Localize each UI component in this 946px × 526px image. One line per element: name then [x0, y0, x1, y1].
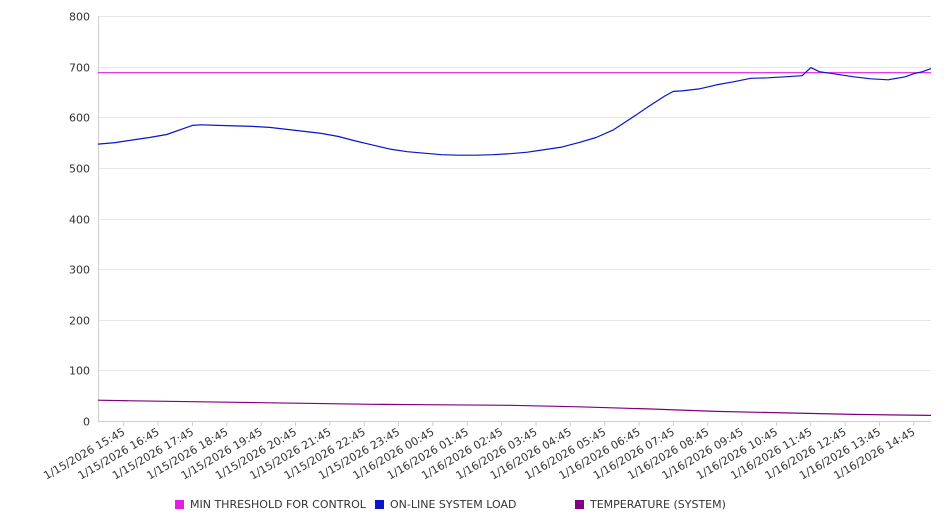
- gridlines: [98, 16, 931, 371]
- y-axis-tick-labels: 0 100 200 300 400 500 600 700 800: [69, 11, 90, 429]
- series-line-3: [97, 399, 932, 416]
- y-tick-label: 500: [69, 163, 90, 176]
- x-axis-tick-labels: 1/15/2026 15:451/15/2026 16:451/15/2026 …: [41, 425, 917, 482]
- legend-label: ON-LINE SYSTEM LOAD: [390, 498, 517, 511]
- y-tick-label: 100: [69, 365, 90, 378]
- legend-swatch: [375, 500, 384, 509]
- legend-label: TEMPERATURE (SYSTEM): [590, 498, 726, 511]
- legend: MIN THRESHOLD FOR CONTROL ON-LINE SYSTEM …: [0, 498, 946, 514]
- series-line-2: [97, 66, 932, 156]
- y-tick-label: 300: [69, 264, 90, 277]
- y-tick-label: 700: [69, 62, 90, 75]
- chart-canvas: 0 100 200 300 400 500 600 700 800 1/15/2026 15:4…: [41, 11, 932, 482]
- series-lines: [97, 66, 932, 416]
- y-tick-label: 400: [69, 214, 90, 227]
- y-tick-label: 0: [83, 416, 90, 429]
- y-tick-label: 800: [69, 11, 90, 24]
- y-tick-label: 200: [69, 315, 90, 328]
- legend-label: MIN THRESHOLD FOR CONTROL: [190, 498, 366, 511]
- y-tick-label: 600: [69, 112, 90, 125]
- legend-item[interactable]: TEMPERATURE (SYSTEM): [575, 498, 726, 511]
- legend-swatch: [575, 500, 584, 509]
- axes: [98, 16, 931, 426]
- legend-item[interactable]: MIN THRESHOLD FOR CONTROL: [175, 498, 366, 511]
- legend-item[interactable]: ON-LINE SYSTEM LOAD: [375, 498, 516, 511]
- legend-swatch: [175, 500, 184, 509]
